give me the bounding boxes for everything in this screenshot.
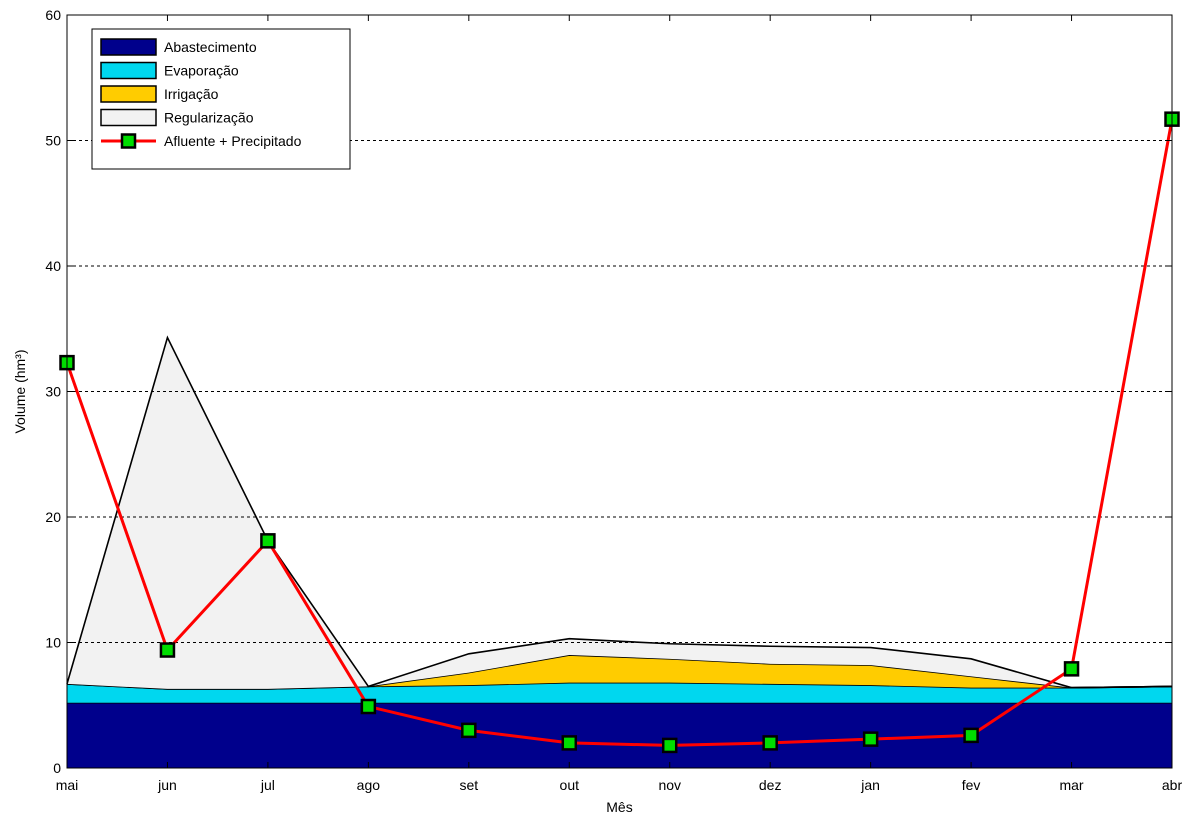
legend: Abastecimento Evaporação Irrigação Regulari… [91,28,351,170]
legend-swatch [100,38,157,56]
x-tick-label: jan [860,777,880,793]
area-1 [67,702,1172,768]
y-axis-label: Volume (hm³) [12,349,28,433]
x-tick-label: jun [157,777,177,793]
x-tick-label: mar [1059,777,1083,793]
series-marker [762,735,778,751]
area-3 [67,655,1172,689]
legend-label: Evaporação [164,63,239,79]
legend-label: Irrigação [164,86,219,102]
legend-label: Regularização [164,110,254,126]
series-marker [159,642,176,658]
legend-swatch [100,108,157,127]
y-tick-label: 20 [45,509,61,525]
y-tick-label: 0 [53,760,61,776]
x-tick-label: nov [658,777,681,793]
legend-label: Abastecimento [164,39,257,55]
x-tick-label: set [459,777,478,793]
y-tick-label: 40 [45,258,61,274]
legend-label: Afluente + Precipitado [164,133,302,149]
series-marker [260,533,276,549]
series-marker [360,698,377,715]
series-marker [1063,661,1080,677]
series-marker [862,731,879,747]
x-tick-label: out [560,777,580,793]
series-marker [661,737,678,754]
y-tick-label: 10 [45,635,61,651]
x-tick-label: fev [962,777,981,793]
x-tick-label: jul [260,777,275,793]
series-marker [561,735,578,751]
legend-swatch [100,61,157,80]
series-marker [963,727,979,744]
grid-layer [67,140,1172,643]
legend-swatch [100,85,157,103]
area-4 [67,337,1172,689]
legend-marker-sample [120,133,137,149]
x-tick-label: abr [1162,777,1183,793]
x-axis-label: Mês [606,799,632,815]
area-edge-4 [66,335,1173,689]
tick-layer: 0 10 20 30 40 50 60 mai jun jul ago set out nov dez jan… [45,7,1182,793]
y-tick-label: 30 [45,384,61,400]
x-tick-label: ago [357,777,381,793]
y-tick-label: 60 [45,7,61,23]
x-tick-label: dez [759,777,782,793]
y-tick-label: 50 [45,133,61,149]
series-line [65,118,1174,747]
x-tick-label: mai [56,777,79,793]
area-layer [66,335,1173,768]
series-marker [461,722,477,739]
